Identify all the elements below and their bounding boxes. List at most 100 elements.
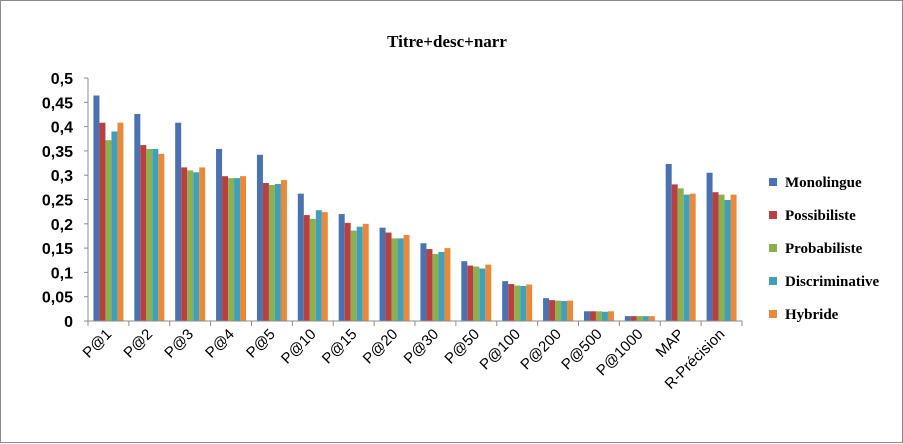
bar xyxy=(438,251,445,321)
bar xyxy=(146,148,153,321)
x-tick-label: P@4 xyxy=(202,326,238,362)
bar xyxy=(583,311,590,321)
y-tick-label: 0,05 xyxy=(42,290,73,307)
bar xyxy=(526,284,533,321)
bar xyxy=(134,113,141,322)
bar xyxy=(297,193,304,321)
bar xyxy=(601,311,608,321)
bar xyxy=(356,226,363,321)
bar xyxy=(502,281,509,321)
bar xyxy=(636,316,643,321)
legend-swatch xyxy=(769,310,777,318)
bar xyxy=(648,316,655,321)
bar xyxy=(315,210,322,321)
x-tick-label: P@2 xyxy=(120,326,156,362)
bar xyxy=(473,266,480,321)
bar xyxy=(520,286,527,321)
bar xyxy=(706,172,713,321)
bar xyxy=(321,212,328,321)
bar xyxy=(730,194,737,321)
legend-label: Discriminative xyxy=(785,274,879,290)
legend-swatch xyxy=(769,277,777,285)
bar xyxy=(262,182,269,321)
bar xyxy=(514,285,521,321)
bar xyxy=(344,222,351,321)
bar xyxy=(303,215,310,321)
x-tick-label: P@100 xyxy=(476,326,524,374)
bar xyxy=(665,164,672,321)
legend-label: Possibiliste xyxy=(785,208,856,224)
y-tick-label: 0,4 xyxy=(51,120,73,137)
bar xyxy=(187,170,194,321)
bar xyxy=(240,176,247,321)
bar xyxy=(630,316,637,321)
bar xyxy=(175,122,182,322)
bar xyxy=(426,249,433,321)
bar xyxy=(718,194,725,321)
bar xyxy=(689,193,696,321)
x-tick-label: P@20 xyxy=(360,326,402,368)
bar xyxy=(362,223,369,321)
bar xyxy=(724,199,731,321)
bar xyxy=(256,154,263,321)
bar xyxy=(683,194,690,321)
y-tick-label: 0,3 xyxy=(51,168,73,185)
bar xyxy=(432,253,439,321)
bar xyxy=(467,265,474,321)
x-tick-label: P@3 xyxy=(161,326,197,362)
bar xyxy=(280,180,287,321)
bar xyxy=(158,153,165,321)
bar xyxy=(350,230,357,321)
x-tick-label: P@10 xyxy=(278,326,320,368)
y-tick-label: 0,15 xyxy=(42,241,73,258)
legend-swatch xyxy=(769,178,777,186)
bar xyxy=(403,234,410,321)
bars-group xyxy=(93,95,737,322)
bar xyxy=(379,227,386,321)
y-tick-label: 0,2 xyxy=(51,217,73,234)
bar xyxy=(268,184,275,321)
bar xyxy=(712,192,719,321)
x-tick-label: P@30 xyxy=(401,326,443,368)
bar xyxy=(461,261,468,321)
bar xyxy=(228,178,235,321)
bar xyxy=(485,264,492,321)
bar xyxy=(93,95,100,321)
bar xyxy=(642,316,649,321)
bar xyxy=(181,167,188,321)
y-tick-label: 0,45 xyxy=(42,95,73,112)
bar xyxy=(199,167,206,321)
bar xyxy=(140,145,147,321)
x-tick-label: MAP xyxy=(653,326,688,361)
bar xyxy=(561,301,568,321)
bar xyxy=(152,148,159,321)
bar xyxy=(624,316,631,321)
chart-title: Titre+desc+narr xyxy=(387,32,507,51)
bar xyxy=(589,311,596,321)
x-tick-label: P@15 xyxy=(319,326,361,368)
legend-swatch xyxy=(769,211,777,219)
legend-label: Hybride xyxy=(785,307,839,323)
bar xyxy=(567,300,574,321)
bar xyxy=(444,248,451,321)
bar xyxy=(508,284,515,321)
bar xyxy=(671,184,678,321)
bar xyxy=(105,140,112,321)
bar xyxy=(543,298,550,321)
bar xyxy=(117,122,124,322)
axes xyxy=(84,77,743,326)
bar xyxy=(216,148,223,321)
bar xyxy=(595,311,602,321)
bar xyxy=(193,172,200,321)
y-tick-label: 0,5 xyxy=(51,71,73,88)
bar xyxy=(479,268,486,321)
y-tick-label: 0 xyxy=(64,314,73,331)
legend-label: Monolingue xyxy=(785,175,862,191)
legend: Monolingue Possibiliste Probabiliste Discri… xyxy=(769,175,879,323)
x-tick-label: P@1 xyxy=(80,326,116,362)
bar xyxy=(234,178,241,321)
bar xyxy=(607,311,614,321)
y-tick-label: 0,35 xyxy=(42,144,73,161)
